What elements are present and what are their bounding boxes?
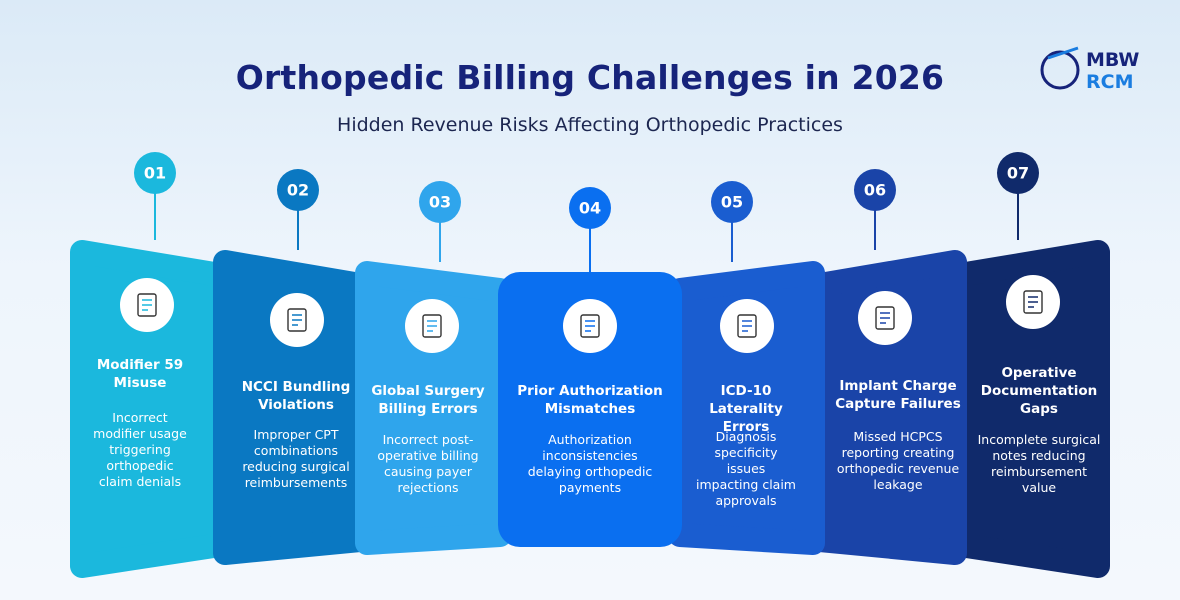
icon <box>580 314 600 338</box>
icon <box>1028 296 1038 308</box>
item-description: Incomplete surgical notes reducing reimb… <box>977 432 1101 495</box>
item-description: Authorization inconsistencies delaying o… <box>527 432 653 495</box>
subtitle: Hidden Revenue Risks Affecting Orthopedi… <box>337 114 843 136</box>
icon <box>137 293 157 317</box>
item-number: 06 <box>864 181 886 200</box>
item-number: 04 <box>579 199 601 218</box>
logo-text: MBW <box>1086 49 1140 71</box>
icon <box>737 314 757 338</box>
title: Orthopedic Billing Challenges in 2026 <box>235 58 945 97</box>
icon <box>422 314 442 338</box>
panel <box>498 272 682 547</box>
icon <box>742 320 752 332</box>
item-title: Prior Authorization Mismatches <box>517 383 663 417</box>
icon <box>292 314 302 326</box>
number-badge <box>569 187 611 229</box>
icon <box>142 299 152 311</box>
icon <box>585 320 595 332</box>
icon <box>287 308 307 332</box>
icon <box>875 306 895 330</box>
item-title: Modifier 59 Misuse <box>96 357 184 391</box>
item-number: 01 <box>144 164 166 183</box>
item-number: 02 <box>287 181 309 200</box>
number-badge <box>419 181 461 223</box>
item-description: Missed HCPCS reporting creating orthoped… <box>836 429 960 492</box>
item-description: Incorrect modifier usage triggering orth… <box>93 410 187 489</box>
number-badge <box>277 169 319 211</box>
item-title: ICD-10 Laterality Errors <box>709 383 783 435</box>
number-badge <box>711 181 753 223</box>
number-badge <box>854 169 896 211</box>
item-description: Diagnosis specificity issues impacting c… <box>696 429 796 508</box>
number-badge <box>134 152 176 194</box>
logo-mark <box>1040 46 1080 90</box>
number-badge <box>997 152 1039 194</box>
icon <box>1023 290 1043 314</box>
item-title: Global Surgery Billing Errors <box>371 383 485 417</box>
logo-text: RCM <box>1086 71 1134 93</box>
item-title: Operative Documentation Gaps <box>980 365 1098 417</box>
item-title: NCCI Bundling Violations <box>241 379 351 413</box>
item-number: 07 <box>1007 164 1029 183</box>
item-title: Implant Charge Capture Failures <box>835 378 961 412</box>
item-number: 03 <box>429 193 451 212</box>
item-number: 05 <box>721 193 743 212</box>
panel <box>355 261 512 555</box>
item-description: Incorrect post-operative billing causing… <box>377 432 479 495</box>
icon <box>427 320 437 332</box>
item-description: Improper CPT combinations reducing surgi… <box>242 427 350 490</box>
icon <box>880 312 890 324</box>
